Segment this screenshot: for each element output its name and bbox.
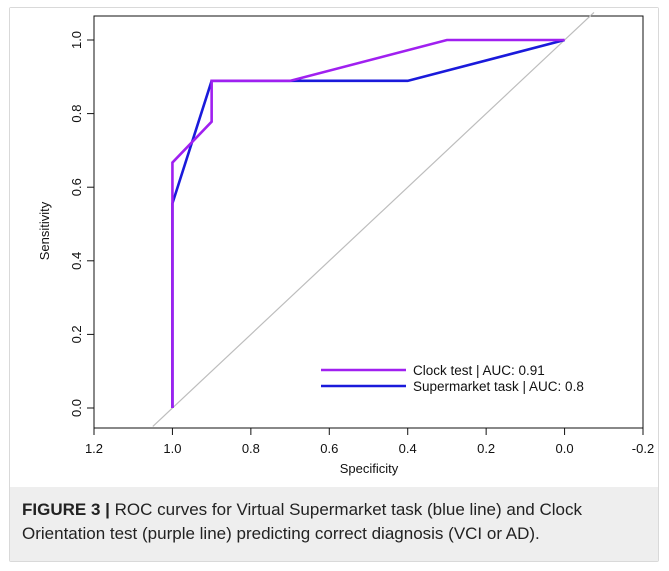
legend-entry-0: Clock test | AUC: 0.91 (413, 363, 545, 378)
x-tick-label: 1.0 (163, 441, 181, 456)
legend-entry-1: Supermarket task | AUC: 0.8 (413, 379, 584, 394)
y-tick-label: 0.4 (69, 252, 84, 270)
x-tick-label: 0.4 (399, 441, 417, 456)
y-axis-label: Sensitivity (37, 201, 52, 260)
caption-label: FIGURE 3 | (22, 500, 110, 519)
x-axis-label: Specificity (340, 461, 399, 476)
roc-chart: 1.2 1.0 0.8 0.6 0.4 0.2 0.0 -0.2 0.0 0.2 0.4 0.6 0.8… (10, 8, 658, 488)
figure-frame (9, 7, 659, 562)
x-tick-label: 0.8 (242, 441, 260, 456)
y-tick-label: 1.0 (69, 31, 84, 49)
y-tick-label: 0.8 (69, 105, 84, 123)
series-layer (152, 11, 595, 427)
caption-text: ROC curves for Virtual Supermarket task … (22, 500, 582, 543)
y-tick-label: 0.2 (69, 325, 84, 343)
x-tick-label: 0.0 (556, 441, 574, 456)
reference-line (152, 11, 595, 427)
y-tick-label: 0.6 (69, 178, 84, 196)
x-tick-label: -0.2 (632, 441, 654, 456)
series-line-0 (171, 38, 565, 408)
roc-chart-svg: 1.2 1.0 0.8 0.6 0.4 0.2 0.0 -0.2 0.0 0.2 0.4 0.6 0.8… (37, 11, 654, 476)
x-tick-label: 1.2 (85, 441, 103, 456)
y-tick-label: 0.0 (69, 399, 84, 417)
figure-caption: FIGURE 3 | ROC curves for Virtual Superm… (10, 487, 658, 561)
x-tick-label: 0.6 (320, 441, 338, 456)
axes-layer: 1.2 1.0 0.8 0.6 0.4 0.2 0.0 -0.2 0.0 0.2 0.4 0.6 0.8… (69, 15, 654, 456)
x-tick-label: 0.2 (477, 441, 495, 456)
plot-box (93, 15, 644, 429)
